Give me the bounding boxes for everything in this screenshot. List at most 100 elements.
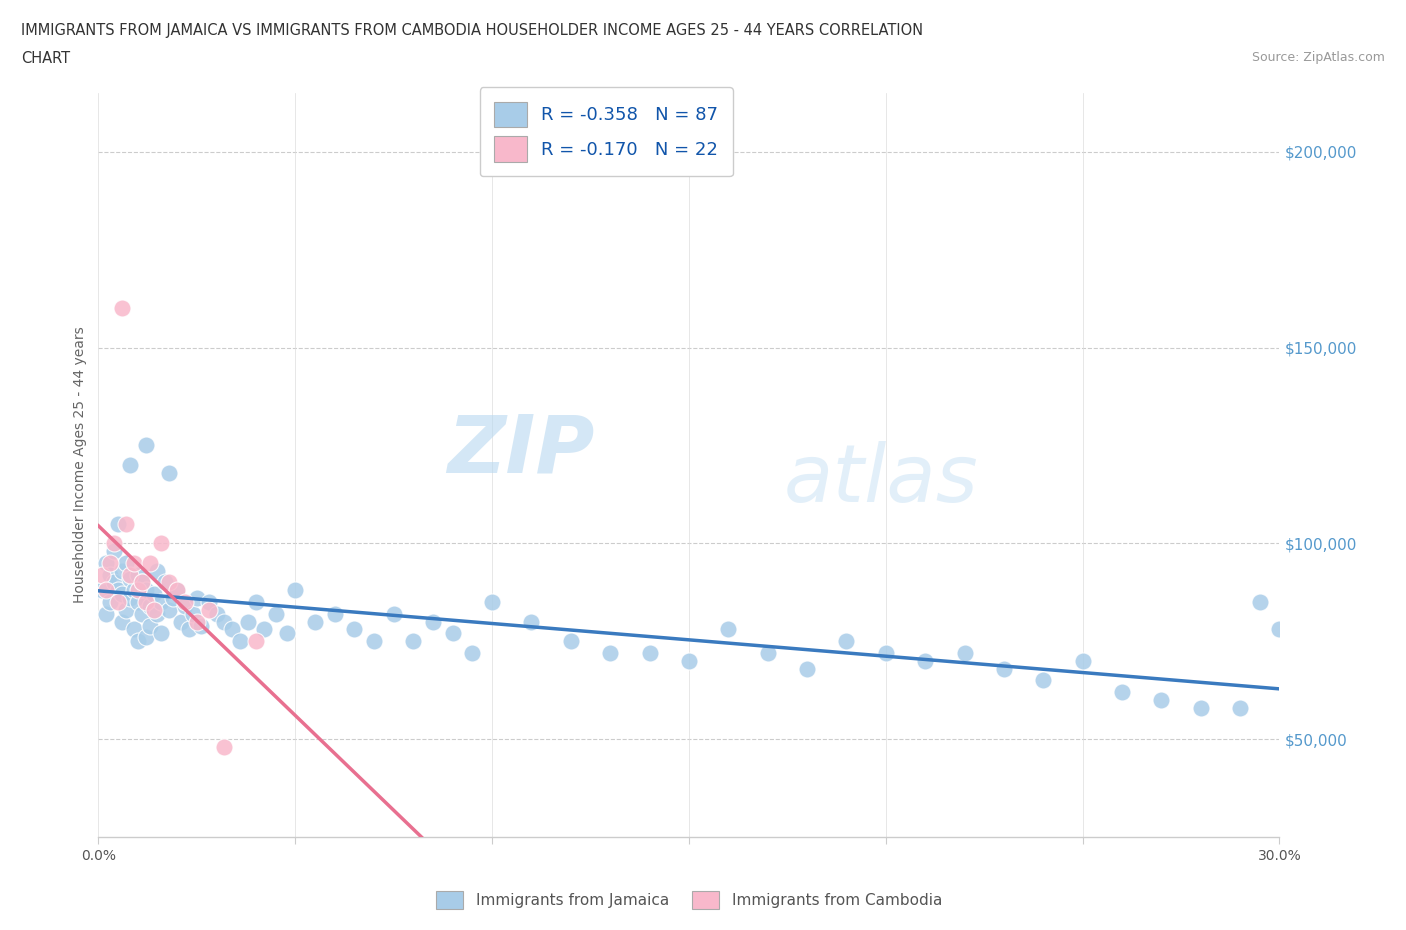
Legend: R = -0.358   N = 87, R = -0.170   N = 22: R = -0.358 N = 87, R = -0.170 N = 22	[479, 87, 733, 176]
Point	[115, 603, 138, 618]
Point	[135, 594, 157, 609]
Point	[363, 633, 385, 648]
Point	[756, 645, 779, 660]
Text: Source: ZipAtlas.com: Source: ZipAtlas.com	[1251, 51, 1385, 64]
Legend: Immigrants from Jamaica, Immigrants from Cambodia: Immigrants from Jamaica, Immigrants from…	[430, 885, 948, 915]
Point	[122, 583, 145, 598]
Point	[1268, 622, 1291, 637]
Point	[382, 606, 405, 621]
Point	[135, 583, 157, 598]
Point	[150, 536, 173, 551]
Point	[103, 575, 125, 590]
Point	[343, 622, 366, 637]
Point	[91, 583, 114, 598]
Point	[96, 606, 118, 621]
Point	[1032, 673, 1054, 688]
Point	[1111, 684, 1133, 699]
Point	[111, 614, 134, 629]
Point	[98, 594, 121, 609]
Point	[150, 626, 173, 641]
Point	[157, 575, 180, 590]
Point	[441, 626, 464, 641]
Point	[181, 606, 204, 621]
Point	[91, 567, 114, 582]
Point	[174, 599, 197, 614]
Text: CHART: CHART	[21, 51, 70, 66]
Point	[304, 614, 326, 629]
Point	[138, 555, 160, 570]
Point	[560, 633, 582, 648]
Point	[118, 571, 141, 586]
Point	[717, 622, 740, 637]
Point	[276, 626, 298, 641]
Point	[174, 594, 197, 609]
Point	[422, 614, 444, 629]
Point	[166, 583, 188, 598]
Point	[245, 594, 267, 609]
Point	[138, 599, 160, 614]
Point	[461, 645, 484, 660]
Text: ZIP: ZIP	[447, 411, 595, 489]
Point	[107, 583, 129, 598]
Point	[122, 622, 145, 637]
Point	[103, 544, 125, 559]
Point	[118, 458, 141, 472]
Point	[162, 591, 184, 605]
Point	[170, 614, 193, 629]
Point	[138, 618, 160, 633]
Point	[127, 567, 149, 582]
Point	[107, 516, 129, 531]
Point	[118, 567, 141, 582]
Point	[135, 438, 157, 453]
Point	[197, 603, 219, 618]
Text: IMMIGRANTS FROM JAMAICA VS IMMIGRANTS FROM CAMBODIA HOUSEHOLDER INCOME AGES 25 -: IMMIGRANTS FROM JAMAICA VS IMMIGRANTS FR…	[21, 23, 924, 38]
Point	[481, 594, 503, 609]
Point	[190, 618, 212, 633]
Point	[96, 555, 118, 570]
Point	[166, 583, 188, 598]
Point	[127, 583, 149, 598]
Point	[115, 555, 138, 570]
Point	[402, 633, 425, 648]
Point	[118, 591, 141, 605]
Y-axis label: Householder Income Ages 25 - 44 years: Householder Income Ages 25 - 44 years	[73, 326, 87, 604]
Point	[264, 606, 287, 621]
Point	[953, 645, 976, 660]
Point	[1189, 700, 1212, 715]
Point	[127, 594, 149, 609]
Point	[1249, 594, 1271, 609]
Point	[914, 654, 936, 669]
Point	[96, 583, 118, 598]
Point	[131, 606, 153, 621]
Point	[111, 587, 134, 602]
Point	[107, 594, 129, 609]
Point	[98, 567, 121, 582]
Point	[236, 614, 259, 629]
Point	[229, 633, 252, 648]
Point	[98, 555, 121, 570]
Point	[1071, 654, 1094, 669]
Point	[115, 516, 138, 531]
Point	[177, 622, 200, 637]
Point	[253, 622, 276, 637]
Point	[122, 555, 145, 570]
Text: atlas: atlas	[783, 441, 979, 519]
Point	[1229, 700, 1251, 715]
Point	[245, 633, 267, 648]
Point	[111, 301, 134, 316]
Point	[599, 645, 621, 660]
Point	[993, 661, 1015, 676]
Point	[323, 606, 346, 621]
Point	[111, 564, 134, 578]
Point	[150, 594, 173, 609]
Point	[214, 739, 236, 754]
Point	[221, 622, 243, 637]
Point	[796, 661, 818, 676]
Point	[197, 594, 219, 609]
Point	[142, 603, 165, 618]
Point	[875, 645, 897, 660]
Point	[186, 614, 208, 629]
Point	[1150, 693, 1173, 708]
Point	[638, 645, 661, 660]
Point	[135, 630, 157, 644]
